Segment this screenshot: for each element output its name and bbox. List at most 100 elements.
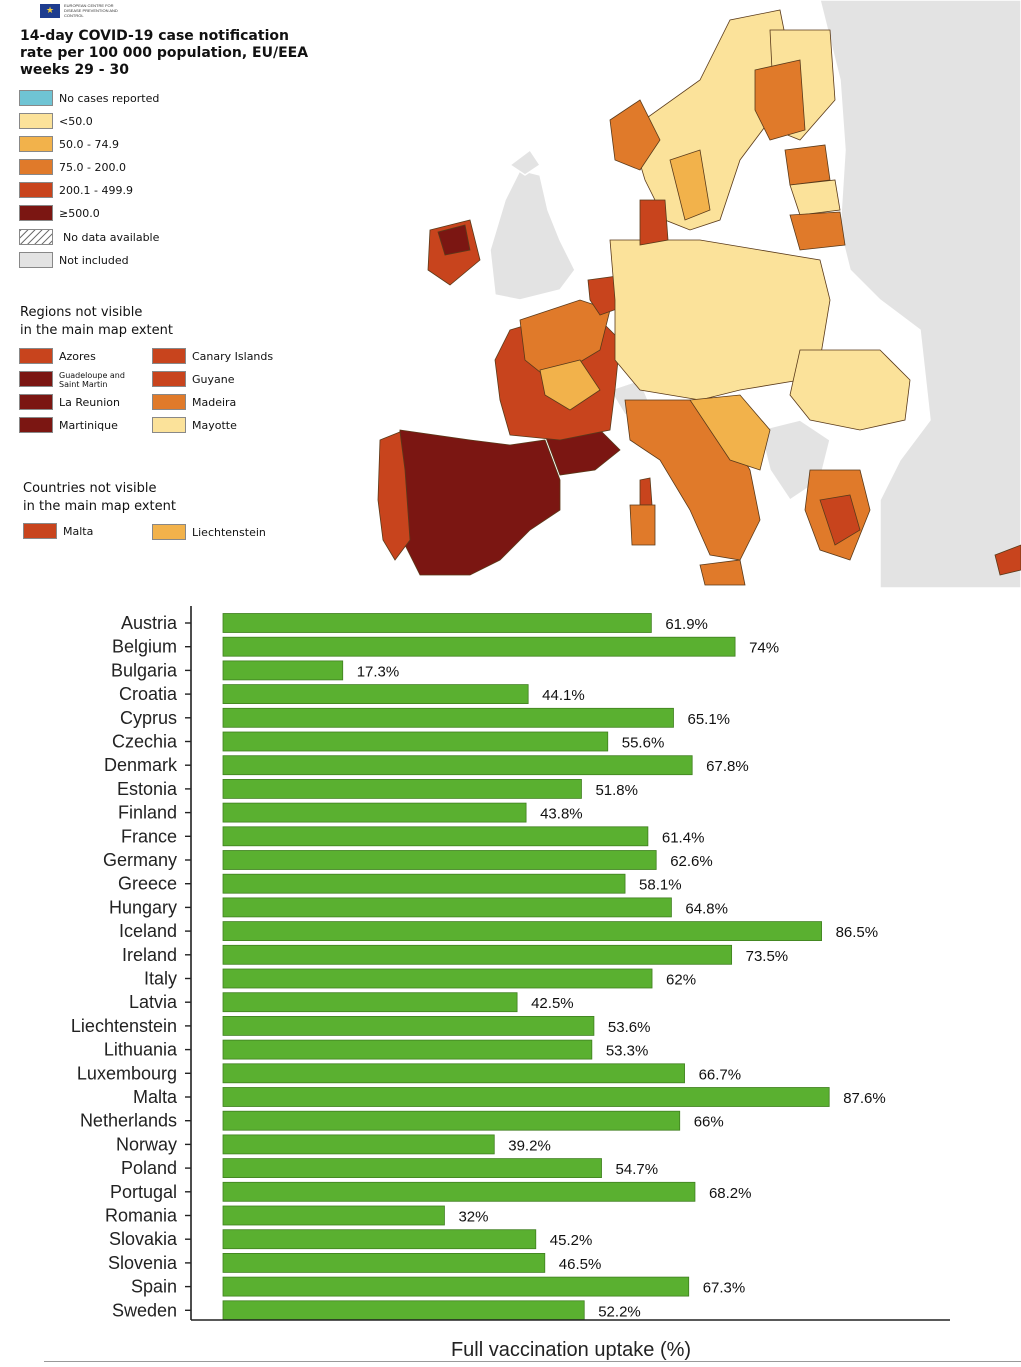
legend-label: Mayotte [192,419,237,432]
category-label: Croatia [119,684,178,704]
bar-iceland [222,921,822,942]
category-label: Spain [131,1277,177,1297]
category-label: France [121,826,177,846]
bottom-divider [44,1361,1021,1362]
bar-cyprus [222,707,674,728]
value-label: 55.6% [622,735,665,752]
legend-label: 200.1 - 499.9 [59,184,133,197]
category-label: Romania [105,1206,178,1226]
value-label: 17.3% [357,663,400,680]
legend-label: No data available [63,231,160,244]
bar-estonia [222,778,582,799]
legend-label: Martinique [59,419,118,432]
category-label: Hungary [109,897,177,917]
value-label: 74% [749,640,779,657]
countries-title-line-2: in the main map extent [23,499,176,514]
legend-swatch [19,348,53,364]
category-label: Ireland [122,945,177,965]
value-label: 86.5% [836,924,879,941]
legend-label: Guyane [192,373,235,386]
bar-liechtenstein [222,1015,595,1036]
bar-greece [222,873,626,894]
bar-germany [222,850,657,870]
map-title-line-3: weeks 29 - 30 [20,62,129,78]
value-label: 73.5% [746,948,789,965]
value-label: 32% [458,1209,488,1226]
legend-label: Malta [63,525,94,538]
bar-austria [222,613,652,633]
bar-portugal [222,1181,696,1202]
value-label: 61.9% [665,616,708,633]
bar-poland [222,1158,602,1178]
legend-label: Guadeloupe and Saint Martin [59,371,125,389]
category-label: Bulgaria [111,660,178,680]
bar-luxembourg [222,1063,685,1084]
category-label: Luxembourg [77,1063,177,1083]
legend-swatch-hatched [19,229,53,245]
category-label: Austria [121,613,178,633]
legend-swatch [19,113,53,129]
legend-swatch [23,523,57,539]
value-label: 67.3% [703,1280,746,1297]
legend-swatch [152,348,186,364]
category-label: Belgium [112,637,177,657]
legend-label: 75.0 - 200.0 [59,161,126,174]
map-title: 14-day COVID-19 case notification rate p… [20,28,320,79]
category-label: Greece [118,874,177,894]
legend-label: No cases reported [59,92,160,105]
bar-slovenia [222,1253,546,1273]
value-label: 39.2% [508,1137,551,1154]
bars-group: Austria 61.9% Belgium 74% Bulgaria 17.3% Croat… [71,613,886,1320]
legend-label: 50.0 - 74.9 [59,138,119,151]
legend-swatch [152,417,186,433]
europe-choropleth-map [377,0,1021,588]
category-label: Finland [118,803,177,823]
category-label: Portugal [110,1182,177,1202]
bar-croatia [222,684,529,704]
map-title-line-1: 14-day COVID-19 case notification [20,28,289,44]
value-label: 61.4% [662,829,705,846]
bar-finland [222,802,527,823]
bar-norway [222,1134,495,1155]
category-label: Poland [121,1158,177,1178]
legend-label: Madeira [192,396,237,409]
legend-swatch [19,136,53,152]
legend-swatch [19,371,53,387]
ecdc-logo-text: EUROPEAN CENTRE FOR DISEASE PREVENTION A… [64,3,118,18]
category-label: Cyprus [120,708,177,728]
legend-label: La Reunion [59,396,120,409]
category-label: Slovenia [108,1253,178,1273]
value-label: 53.3% [606,1043,649,1060]
value-label: 44.1% [542,687,585,704]
value-label: 42.5% [531,995,574,1012]
bar-belgium [222,636,736,657]
regions-title: Regions not visible in the main map exte… [20,304,220,340]
bar-ireland [222,944,733,965]
eu-flag-icon [40,3,60,18]
bar-malta [222,1087,830,1107]
legend-swatch [19,90,53,106]
value-label: 65.1% [687,711,730,728]
x-axis-title: Full vaccination uptake (%) [451,1339,691,1361]
legend-label: Azores [59,350,96,363]
category-label: Denmark [104,755,178,775]
category-label: Norway [116,1134,177,1154]
category-label: Netherlands [80,1111,177,1131]
vaccination-bar-chart: Austria 61.9% Belgium 74% Bulgaria 17.3% Croat… [71,606,950,1361]
bar-italy [222,968,653,989]
bar-sweden [222,1300,585,1321]
bar-romania [222,1205,445,1226]
countries-title-line-1: Countries not visible [23,481,157,496]
countries-title: Countries not visible in the main map ex… [23,480,223,516]
category-label: Sweden [112,1300,177,1320]
bar-hungary [222,897,672,918]
legend-swatch [19,417,53,433]
ecdc-logo: EUROPEAN CENTRE FOR DISEASE PREVENTION A… [40,3,124,18]
value-label: 66% [694,1114,724,1131]
value-label: 68.2% [709,1185,752,1202]
category-label: Slovakia [109,1229,178,1249]
legend-swatch [152,394,186,410]
legend-label: ≥500.0 [59,207,100,220]
bar-czechia [222,731,609,752]
value-label: 51.8% [595,782,638,799]
